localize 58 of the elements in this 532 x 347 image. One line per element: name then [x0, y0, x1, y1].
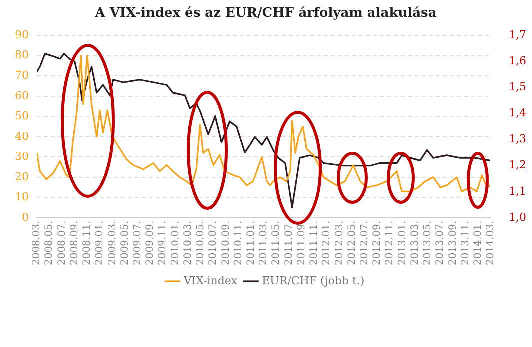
x-tick-label: 2013.09. — [448, 221, 459, 266]
y-tick-label: 40 — [15, 130, 29, 143]
y-tick-label: 90 — [15, 28, 29, 42]
x-tick-label: 2010.09. — [220, 221, 232, 266]
x-tick-label: 2012.03. — [334, 221, 346, 266]
x-tick-label: 2008.03. — [32, 221, 43, 266]
y-tick-label: 20 — [15, 170, 29, 184]
y-tick-label: 30 — [15, 150, 29, 164]
y2-tick-label: 1,1 — [509, 184, 526, 198]
x-tick-label: 2010.03. — [182, 221, 194, 266]
y-tick-label: 80 — [15, 48, 29, 62]
x-tick-label: 2010.11. — [233, 221, 244, 266]
x-tick-label: 2009.11. — [158, 221, 169, 266]
chart-title: A VIX-index és az EUR/CHF árfolyam alakulása — [94, 6, 438, 22]
x-tick-label: 2013.01. — [397, 221, 408, 266]
x-tick-label: 2013.05. — [422, 221, 434, 266]
x-tick-label: 2011.01. — [246, 221, 257, 266]
x-tick-label: 2008.07. — [56, 221, 68, 266]
y-tick-label: 60 — [15, 89, 29, 102]
x-tick-label: 2010.01. — [170, 221, 182, 266]
x-tick-label: 2008.05. — [44, 221, 56, 266]
x-tick-label: 2009.03. — [107, 221, 118, 266]
x-tick-label: 2013.03. — [410, 221, 421, 266]
x-tick-label: 2011.05. — [271, 221, 282, 266]
x-tick-label: 2011.03. — [258, 221, 270, 266]
y2-tick-label: 1,3 — [509, 132, 526, 146]
x-tick-label: 2014.03. — [486, 221, 497, 266]
y2-tick-label: 1,2 — [509, 158, 526, 172]
y2-tick-label: 1,0 — [509, 210, 526, 224]
legend-label: EUR/CHF (jobb t.) — [262, 274, 365, 288]
x-tick-label: 2014.01. — [472, 221, 484, 266]
x-tick-label: 2008.11. — [82, 221, 94, 266]
x-tick-label: 2013.07. — [435, 221, 446, 266]
legend-label: VIX-index — [182, 274, 238, 288]
x-tick-label: 2009.05. — [120, 221, 131, 266]
x-tick-label: 2009.09. — [145, 221, 156, 266]
x-tick-label: 2008.09. — [69, 221, 80, 266]
x-tick-label: 2012.01. — [322, 221, 333, 266]
y2-tick-label: 1,4 — [509, 106, 526, 120]
x-tick-label: 2012.11. — [384, 221, 396, 266]
x-tick-label: 2011.11. — [309, 221, 320, 266]
y-tick-label: 0 — [22, 210, 29, 224]
x-tick-label: 2012.09. — [372, 221, 384, 266]
x-tick-label: 2009.07. — [132, 221, 144, 266]
y-tick-label: 50 — [15, 110, 29, 123]
x-tick-label: 2011.09. — [296, 221, 308, 266]
x-tick-label: 2013.11. — [460, 221, 472, 266]
y-tick-label: 10 — [15, 190, 29, 204]
x-tick-label: 2012.05. — [346, 221, 358, 266]
x-tick-label: 2010.05. — [196, 221, 207, 266]
x-tick-label: 2012.07. — [359, 221, 370, 266]
x-tick-label: 2010.07. — [208, 221, 220, 266]
y-tick-label: 70 — [15, 68, 29, 82]
y2-tick-label: 1,5 — [509, 80, 526, 94]
x-tick-label: 2011.07. — [284, 221, 295, 266]
y2-tick-label: 1,7 — [509, 28, 526, 42]
y2-tick-label: 1,6 — [509, 54, 526, 68]
x-tick-label: 2009.01. — [94, 221, 106, 266]
